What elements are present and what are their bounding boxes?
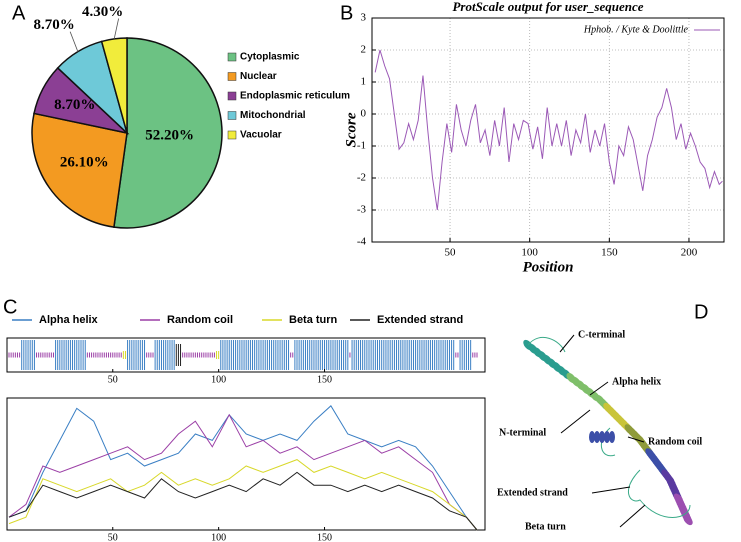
structure-label: Random coil xyxy=(648,436,702,447)
pointer-arrow xyxy=(559,334,575,353)
structure-segment xyxy=(459,340,472,370)
structure-segment xyxy=(175,344,182,366)
pointer-arrow xyxy=(591,486,631,494)
slice-label: 52.20% xyxy=(145,127,194,143)
pointer-arrow xyxy=(619,504,646,528)
pie-slice xyxy=(100,37,128,134)
y-tick-label: -4 xyxy=(357,236,367,248)
x-tick-label: 150 xyxy=(317,532,332,542)
x-tick-label: 100 xyxy=(211,532,226,542)
plot-frame xyxy=(371,17,725,243)
helix-turn xyxy=(609,431,615,443)
slice-label: 26.10% xyxy=(60,154,109,170)
structure-segment xyxy=(220,340,290,370)
pointer-arrow xyxy=(560,409,591,434)
slice-label: 4.30% xyxy=(82,4,123,20)
y-tick-label: 3 xyxy=(361,12,367,24)
pie-slice xyxy=(31,112,128,228)
slice-label: 8.70% xyxy=(34,17,75,33)
leader-line xyxy=(69,31,79,52)
y-axis-title: Score xyxy=(343,112,359,147)
plot-frame xyxy=(6,397,486,531)
helix-turn xyxy=(599,431,605,443)
structure-label: Extended strand xyxy=(497,487,568,498)
y-tick-label: -2 xyxy=(357,172,366,184)
structure-segment xyxy=(182,352,215,358)
x-tick-label: 150 xyxy=(601,247,618,259)
helix-turn xyxy=(683,514,693,526)
structure-segment xyxy=(55,340,86,370)
slice-label: 8.70% xyxy=(54,97,95,113)
protein-structure: C-terminal Alpha helix N-terminal Random co… xyxy=(497,329,702,532)
legend-swatch xyxy=(227,72,237,81)
structure-segment xyxy=(290,352,294,358)
y-tick-label: 0 xyxy=(361,108,367,120)
structure-segment xyxy=(21,340,35,370)
strip-frame xyxy=(6,337,486,373)
structure-segment xyxy=(122,351,126,359)
data-line xyxy=(374,49,723,211)
structure-segment xyxy=(472,352,478,358)
structure-segment xyxy=(216,351,220,359)
structure-label: Alpha helix xyxy=(612,376,661,387)
data-line xyxy=(8,405,478,531)
pie-slice xyxy=(113,37,223,229)
helix-turn xyxy=(589,431,595,443)
x-tick-label: 200 xyxy=(681,247,698,259)
legend-label: Mitochondrial xyxy=(240,110,306,121)
legend-label: Alpha helix xyxy=(39,314,99,326)
y-tick-label: 1 xyxy=(361,76,367,88)
x-tick-label: 100 xyxy=(211,374,226,385)
legend-swatch xyxy=(227,111,237,120)
x-tick-label: 150 xyxy=(317,374,332,385)
panel-label: B xyxy=(340,2,353,24)
structure-label: N-terminal xyxy=(499,427,546,438)
structure-label: Beta turn xyxy=(525,521,566,532)
helix-turn xyxy=(604,431,610,443)
panel-label: C xyxy=(3,296,17,318)
structure-segment xyxy=(8,352,21,358)
legend-label: Hphob. / Kyte & Doolittle xyxy=(583,24,689,35)
structure-segment xyxy=(455,352,459,358)
panel-label: D xyxy=(694,301,708,323)
legend-swatch xyxy=(227,52,237,62)
structure-segment xyxy=(294,340,349,370)
helix-turn xyxy=(594,431,600,443)
x-tick-label: 50 xyxy=(108,374,118,385)
x-tick-label: 50 xyxy=(108,532,118,542)
legend-label: Cytoplasmic xyxy=(240,52,300,63)
legend-swatch xyxy=(227,91,237,101)
structure-segment xyxy=(146,352,154,358)
data-line xyxy=(8,459,478,531)
structure-segment xyxy=(154,340,175,370)
legend-label: Endoplasmic reticulum xyxy=(240,91,350,102)
x-tick-label: 50 xyxy=(445,247,457,259)
legend-label: Beta turn xyxy=(289,314,338,326)
legend-label: Nuclear xyxy=(240,71,277,82)
legend-label: Vacuolar xyxy=(240,130,282,141)
y-tick-label: -3 xyxy=(357,204,367,216)
legend-label: Extended strand xyxy=(377,314,463,326)
y-tick-label: 2 xyxy=(361,44,367,56)
x-tick-label: 100 xyxy=(521,247,538,259)
pointer-arrow xyxy=(627,436,645,443)
structure-segment xyxy=(127,340,146,370)
data-line xyxy=(8,471,478,531)
panel-label: A xyxy=(12,2,26,24)
x-axis-title: Position xyxy=(523,259,574,275)
data-line xyxy=(8,413,478,531)
chart-title: ProtScale output for user_sequence xyxy=(452,0,643,14)
legend-label: Random coil xyxy=(167,314,233,326)
structure-label: C-terminal xyxy=(578,329,625,340)
legend-swatch xyxy=(227,130,237,140)
leader-line xyxy=(113,18,120,39)
pointer-arrow xyxy=(589,381,609,396)
structure-segment xyxy=(36,352,54,358)
structure-segment xyxy=(351,340,455,370)
y-tick-label: -1 xyxy=(357,140,366,152)
structure-segment xyxy=(86,352,122,358)
